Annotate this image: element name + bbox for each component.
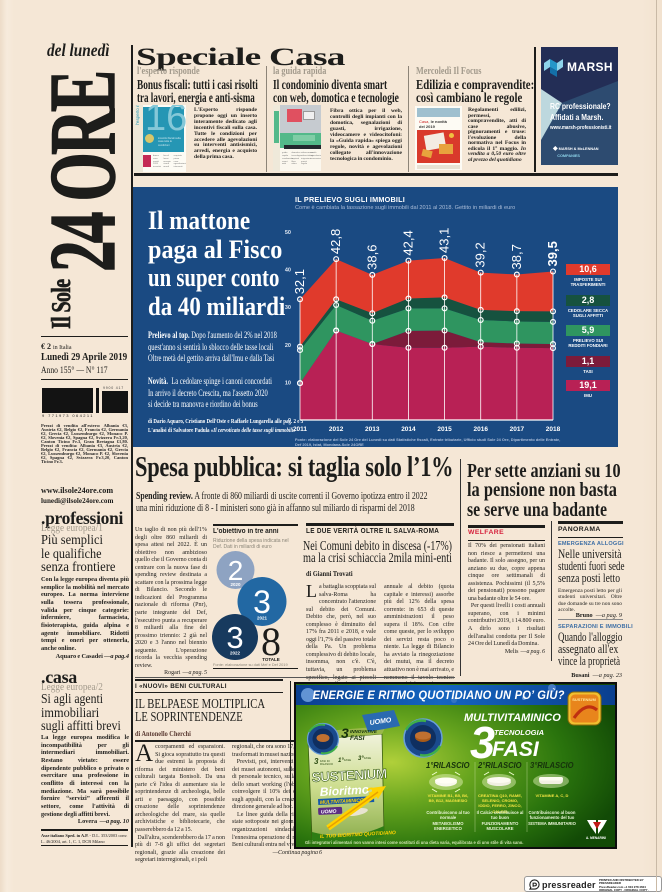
svg-text:2020: 2020: [230, 582, 241, 587]
svg-text:FASE: FASE: [344, 758, 351, 762]
svg-text:2015: 2015: [437, 426, 452, 433]
svg-text:3: 3: [226, 620, 243, 655]
svg-text:10: 10: [285, 380, 291, 386]
svg-text:2013: 2013: [365, 426, 380, 433]
svg-text:8: 8: [261, 619, 281, 664]
svg-text:39,2: 39,2: [473, 242, 488, 267]
svg-text:32,1: 32,1: [292, 269, 307, 294]
svg-text:2012: 2012: [329, 426, 344, 433]
svg-text:RILASCIO: RILASCIO: [320, 762, 334, 766]
svg-text:43,1: 43,1: [437, 228, 452, 253]
svg-text:0: 0: [288, 418, 291, 424]
svg-text:3: 3: [341, 725, 349, 741]
svg-text:39,5: 39,5: [545, 241, 560, 266]
svg-text:3: 3: [470, 717, 495, 768]
svg-text:2014: 2014: [401, 426, 416, 433]
svg-text:1°: 1°: [338, 758, 344, 764]
svg-text:3: 3: [314, 757, 319, 766]
svg-text:30: 30: [285, 305, 291, 311]
svg-text:42,4: 42,4: [400, 230, 415, 255]
svg-text:20: 20: [285, 343, 291, 349]
svg-text:MULTIVITAMINICO: MULTIVITAMINICO: [320, 798, 364, 806]
svg-text:Bioritmo: Bioritmo: [319, 782, 369, 799]
svg-text:2021: 2021: [257, 616, 268, 621]
svg-text:2011: 2011: [293, 426, 307, 433]
svg-text:UOMO: UOMO: [369, 717, 392, 727]
svg-text:FASI DI: FASI DI: [320, 759, 330, 763]
svg-text:3°: 3°: [358, 756, 364, 762]
svg-text:42,8: 42,8: [328, 229, 343, 254]
svg-text:MULTIVITAMINICO: MULTIVITAMINICO: [464, 712, 561, 724]
svg-text:IL TUO BIORITMO QUOTIDIANO: IL TUO BIORITMO QUOTIDIANO: [320, 830, 396, 840]
svg-text:TOTALE: TOTALE: [262, 657, 280, 662]
svg-text:2022: 2022: [230, 651, 241, 656]
svg-text:2016: 2016: [473, 426, 488, 433]
svg-text:FASI: FASI: [492, 738, 540, 761]
svg-text:40: 40: [285, 268, 291, 274]
svg-text:38,6: 38,6: [364, 245, 379, 270]
svg-text:38,7: 38,7: [509, 244, 524, 269]
svg-text:UOMO: UOMO: [321, 809, 337, 816]
svg-text:TECNOLOGIA: TECNOLOGIA: [494, 728, 544, 737]
svg-text:SUSTENIUM: SUSTENIUM: [572, 697, 596, 702]
svg-text:FASI: FASI: [350, 735, 365, 742]
svg-text:50: 50: [285, 230, 291, 236]
svg-text:3: 3: [253, 584, 271, 620]
svg-text:2: 2: [228, 555, 244, 586]
svg-text:ENERGIE E RITMO QUOTIDIANO UN: ENERGIE E RITMO QUOTIDIANO UN PO’ GIÙ?: [313, 689, 565, 702]
svg-text:SUSTENIUM: SUSTENIUM: [311, 766, 387, 785]
svg-text:INNOVATIVE: INNOVATIVE: [350, 729, 378, 734]
svg-text:2017: 2017: [510, 426, 525, 433]
svg-text:FASE: FASE: [364, 756, 371, 760]
svg-text:2018: 2018: [546, 426, 561, 433]
svg-text:A. MENARINI: A. MENARINI: [586, 836, 606, 840]
